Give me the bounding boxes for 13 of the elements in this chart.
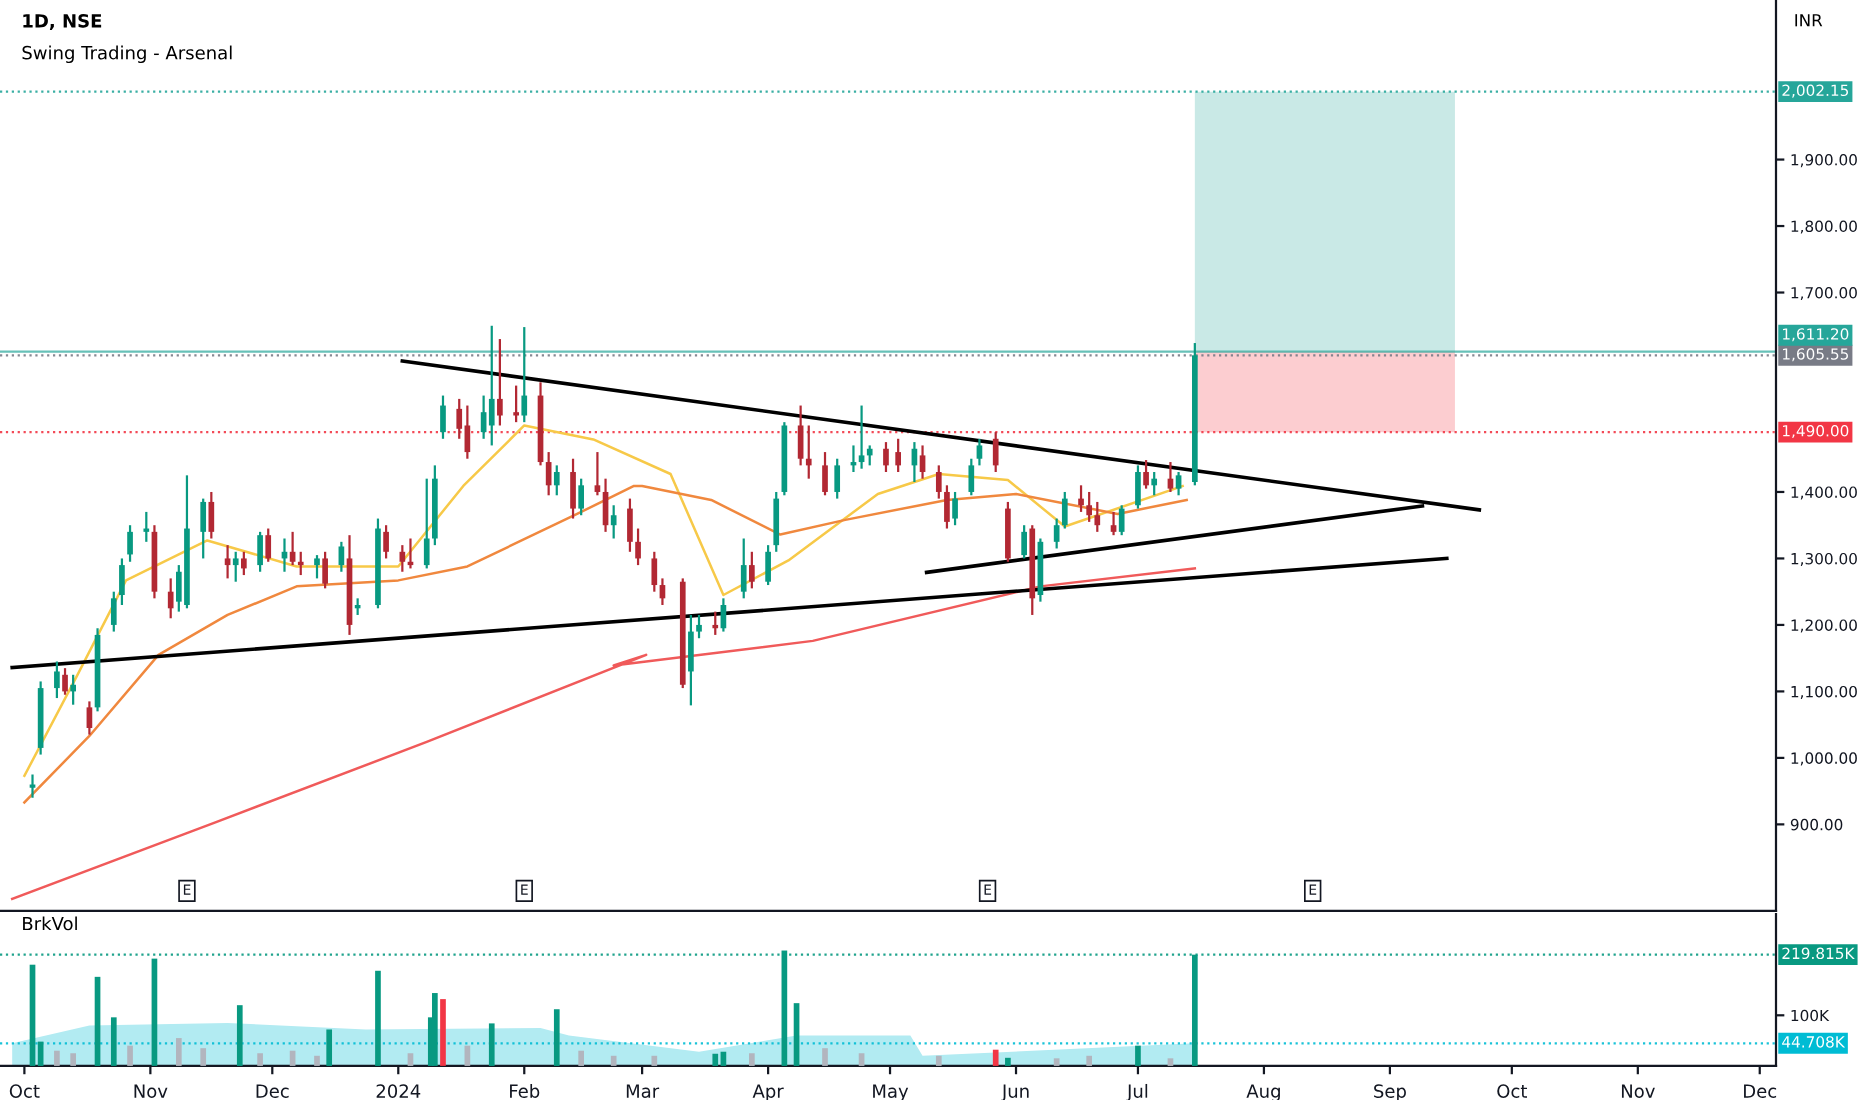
text: INR bbox=[1795, 14, 1823, 27]
chart-title: BrkVol bbox=[23, 916, 77, 931]
x-tick-label: Oct bbox=[9, 1084, 40, 1098]
text: 1D, NSE bbox=[23, 13, 102, 30]
x-tick-label: Dec bbox=[1744, 1084, 1777, 1098]
text: Swing Trading - Arsenal bbox=[22, 45, 232, 64]
x-tick-label: Nov bbox=[134, 1084, 168, 1098]
x-tick-label: 2024 bbox=[376, 1084, 421, 1098]
x-tick-label: Feb bbox=[510, 1083, 540, 1098]
x-tick-label: Nov bbox=[1621, 1084, 1655, 1098]
x-tick-label: Mar bbox=[626, 1084, 660, 1098]
x-tick-label: Dec bbox=[256, 1084, 289, 1098]
x-tick-label: Oct bbox=[1497, 1084, 1528, 1098]
